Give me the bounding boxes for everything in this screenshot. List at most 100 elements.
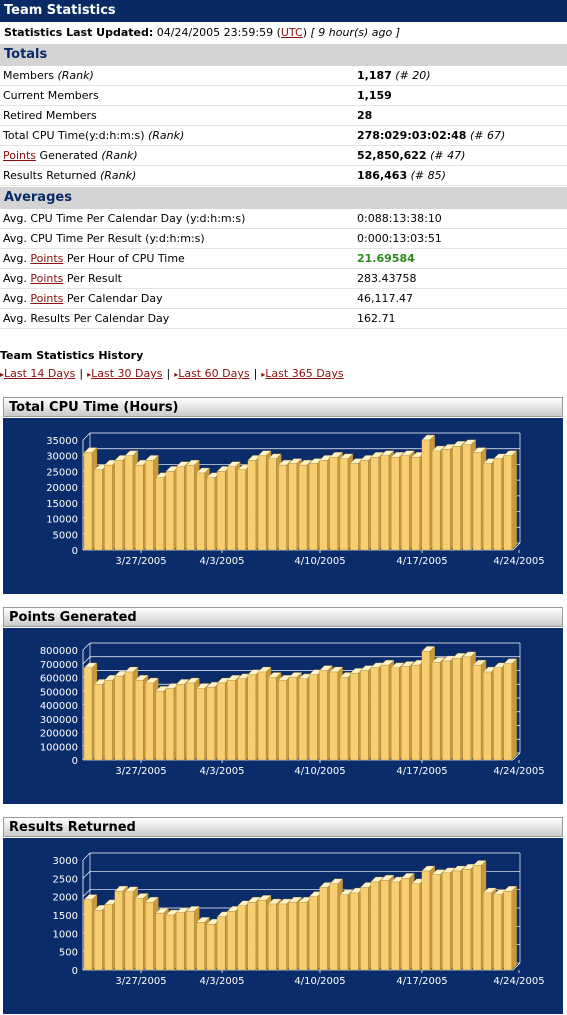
x-tick-label: 3/27/2005 xyxy=(115,766,166,777)
link-last-30-days[interactable]: Last 30 Days xyxy=(91,367,163,380)
stat-value-text: 28 xyxy=(357,109,373,122)
bar-front xyxy=(329,883,338,971)
x-tick-label: 4/10/2005 xyxy=(294,976,345,987)
stat-value-text: 46,117.47 xyxy=(357,292,413,305)
bar-front xyxy=(452,446,461,551)
bar-front xyxy=(216,916,226,971)
bar-front xyxy=(135,680,144,761)
rank-value: (# 67) xyxy=(469,129,506,142)
x-tick-label: 3/27/2005 xyxy=(115,976,166,987)
separator: | xyxy=(166,367,171,380)
bar-front xyxy=(237,469,246,551)
y-tick-label: 100000 xyxy=(40,742,78,753)
stat-label-text: Avg. Results Per Calendar Day xyxy=(3,312,170,325)
grid-diagonal xyxy=(82,852,91,861)
bar-front xyxy=(309,463,318,551)
link-last-14-days[interactable]: Last 14 Days xyxy=(4,367,76,380)
stat-value: 28 xyxy=(357,106,372,126)
bar-front xyxy=(493,458,502,551)
bar-front xyxy=(370,667,379,761)
bar-front xyxy=(114,460,123,551)
stat-label-prefix: Avg. xyxy=(3,252,31,265)
bar-front xyxy=(350,892,359,971)
bar-front xyxy=(360,460,369,551)
bar-front xyxy=(483,671,492,761)
bar-front xyxy=(227,911,236,971)
bar-front xyxy=(196,922,205,971)
bar-front xyxy=(288,902,297,971)
x-tick-label: 4/24/2005 xyxy=(493,976,544,987)
bar-front xyxy=(452,658,461,761)
utc-link[interactable]: UTC xyxy=(280,26,303,39)
bar-front xyxy=(165,471,175,551)
bar xyxy=(503,450,518,551)
x-tick-label: 4/10/2005 xyxy=(294,766,345,777)
stat-value: 1,159 xyxy=(357,86,392,106)
bar-front xyxy=(257,455,267,551)
stat-value: 0:000:13:03:51 xyxy=(357,229,442,249)
bar xyxy=(503,658,518,761)
points-link[interactable]: Points xyxy=(30,272,64,285)
bar-front xyxy=(83,452,93,551)
grid-diagonal xyxy=(82,871,91,879)
bar-front xyxy=(370,457,379,551)
stat-value-text: 1,187 xyxy=(357,69,392,82)
points-link[interactable]: Points xyxy=(3,149,37,162)
stat-value: 46,117.47 xyxy=(357,289,413,309)
link-last-365-days[interactable]: Last 365 Days xyxy=(265,367,344,380)
floor-edge xyxy=(512,542,521,551)
stat-label-text: Per Result xyxy=(63,272,122,285)
y-tick-label: 20000 xyxy=(46,483,78,494)
last-updated-datetime: 04/24/2005 23:59:59 ( xyxy=(156,26,281,39)
bar-front xyxy=(483,892,492,971)
stat-row: Current Members 1,159 xyxy=(0,86,567,106)
rank-label: (Rank) xyxy=(57,69,94,82)
bar-front xyxy=(298,902,308,971)
chart-results-svg: 0 500 1000 1500 2000 2500 3000 3/27/2005 4/3/200… xyxy=(53,852,545,987)
bar-front xyxy=(493,894,502,971)
stat-row: Avg. Points Per Calendar Day 46,117.47 xyxy=(0,289,567,309)
rank-label: (Rank) xyxy=(148,129,185,142)
bar-front xyxy=(350,463,359,551)
last-updated-label: Statistics Last Updated: xyxy=(4,26,154,39)
y-tick-label: 2500 xyxy=(53,874,78,885)
bar-front xyxy=(206,924,215,971)
x-tick-label: 4/10/2005 xyxy=(294,556,345,567)
stat-value: 1,187 (# 20) xyxy=(357,66,431,86)
chart-results: 0 500 1000 1500 2000 2500 3000 3/27/2005 4/3/200… xyxy=(3,838,563,1014)
bar-front xyxy=(247,674,256,761)
stat-value-text: 283.43758 xyxy=(357,272,417,285)
stat-label: Total CPU Time(y:d:h:m:s) (Rank) xyxy=(3,126,184,146)
bar-front xyxy=(278,680,287,761)
y-tick-label: 25000 xyxy=(46,467,78,478)
points-link[interactable]: Points xyxy=(30,252,64,265)
bar-front xyxy=(155,913,164,971)
page-title: Team Statistics xyxy=(0,0,567,22)
bar-front xyxy=(411,883,420,971)
chart-points: 0 100000 200000 300000 400000 500000 600000 700… xyxy=(3,628,563,804)
grid-diagonal xyxy=(82,432,91,441)
stat-label: Avg. Points Per Result xyxy=(3,269,122,289)
bar-front xyxy=(421,651,430,761)
stat-value: 283.43758 xyxy=(357,269,417,289)
y-tick-label: 0 xyxy=(72,756,78,767)
stat-value-text: 186,463 xyxy=(357,169,408,182)
stat-label-text: Per Calendar Day xyxy=(63,292,163,305)
points-link[interactable]: Points xyxy=(30,292,64,305)
bar-front xyxy=(196,688,205,761)
bar-front xyxy=(421,870,430,971)
stat-value: 162.71 xyxy=(357,309,396,329)
bar-front xyxy=(216,471,226,551)
bar-front xyxy=(165,914,175,971)
bar-front xyxy=(227,680,236,761)
stat-row: Avg. Points Per Hour of CPU Time 21.69584 xyxy=(0,249,567,269)
stat-label: Members (Rank) xyxy=(3,66,94,86)
bar-front xyxy=(411,457,420,551)
bar-front xyxy=(288,463,297,551)
y-tick-label: 30000 xyxy=(46,452,78,463)
floor-edge xyxy=(512,962,521,971)
stat-row: Retired Members 28 xyxy=(0,106,567,126)
link-last-60-days[interactable]: Last 60 Days xyxy=(178,367,250,380)
bar-front xyxy=(206,686,215,761)
bar-front xyxy=(319,670,328,761)
